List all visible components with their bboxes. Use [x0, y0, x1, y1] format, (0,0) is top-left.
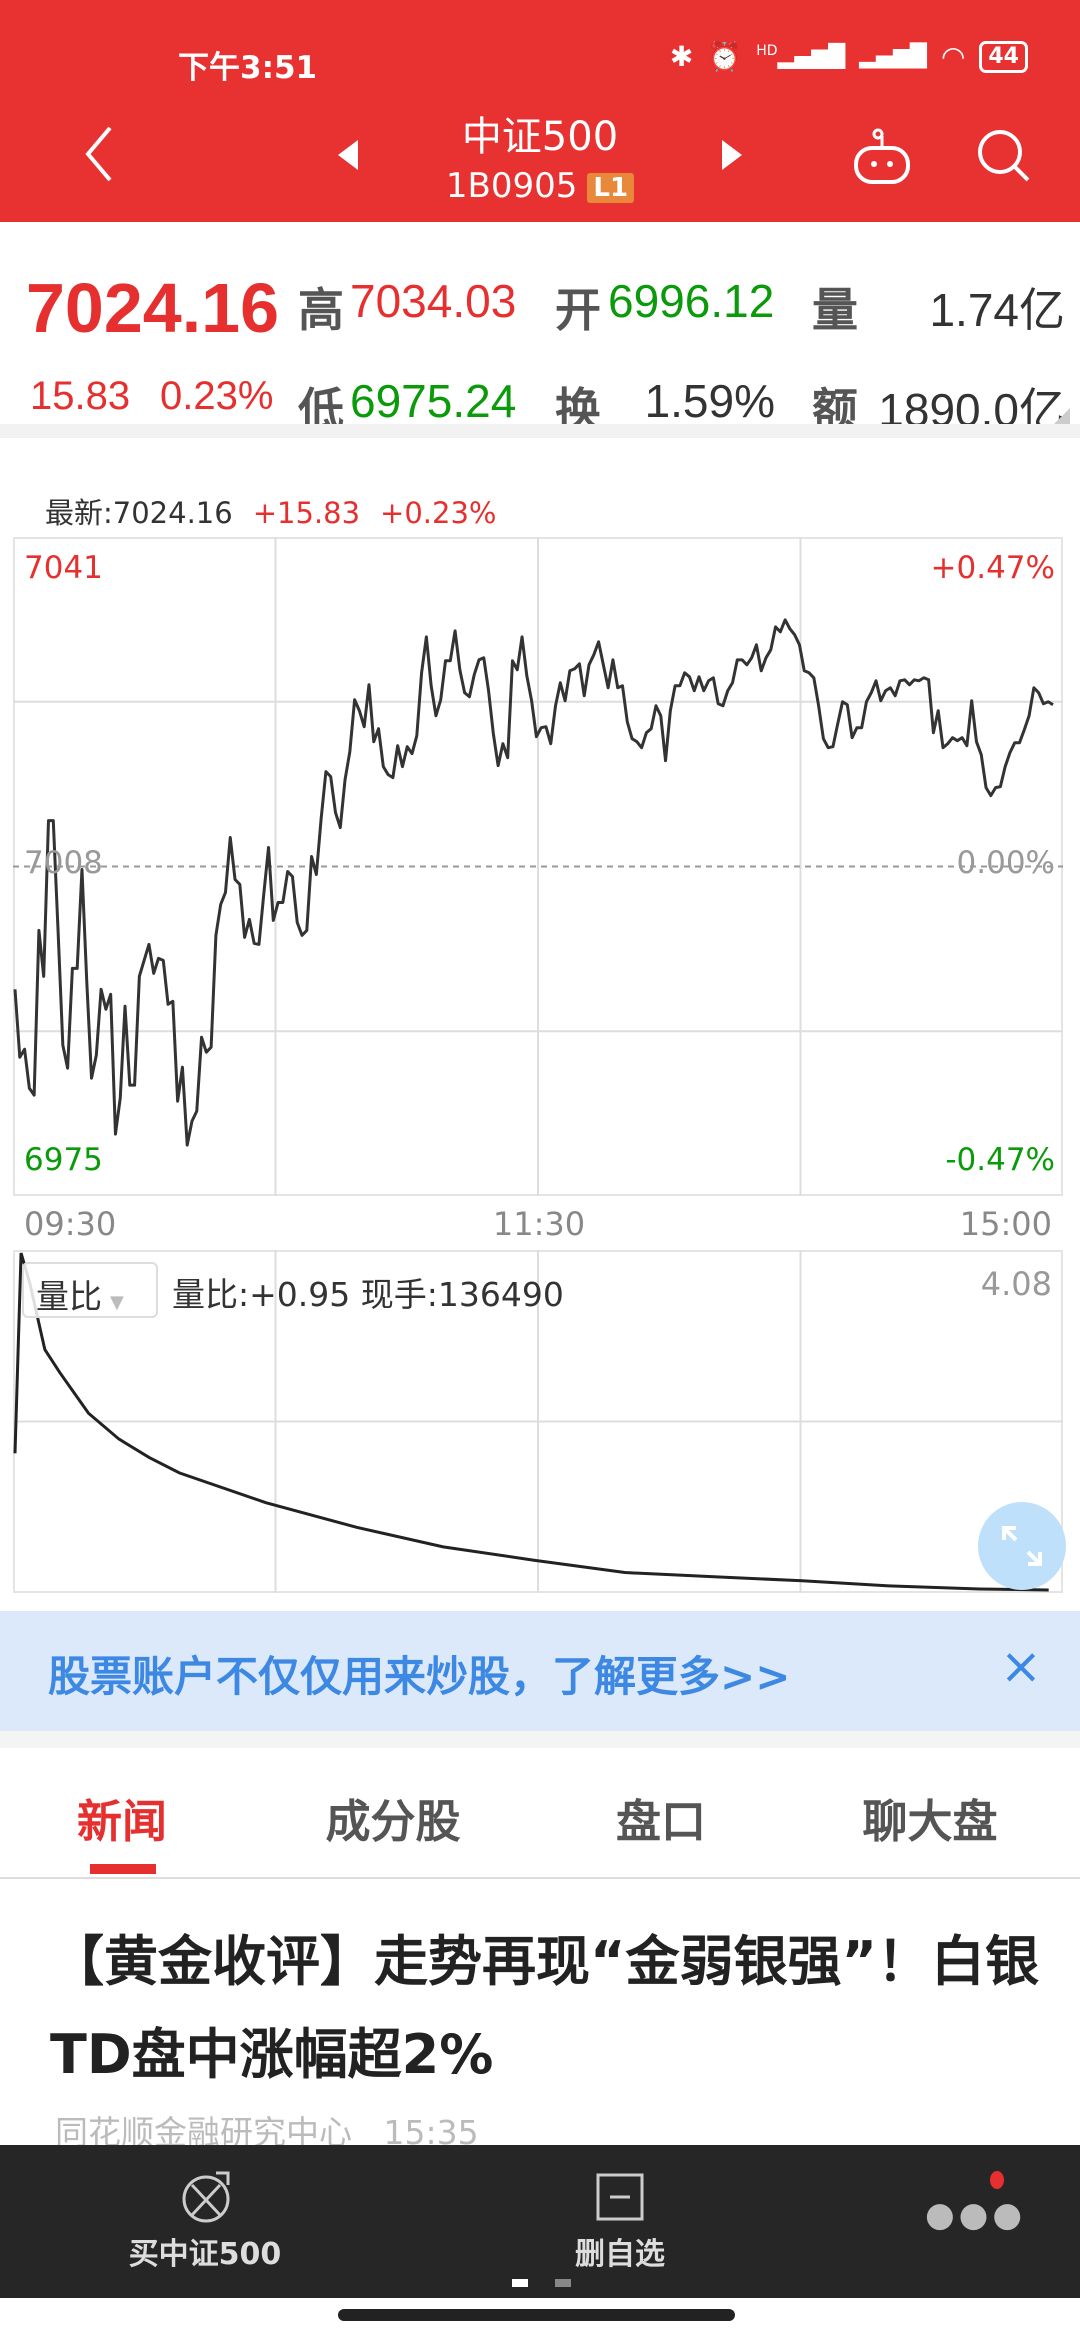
page-dot	[555, 2279, 571, 2287]
signal-icon: ▂▄▆█	[859, 44, 927, 69]
volume-ratio-line	[13, 1252, 1049, 1592]
current-hand: 现手:136490	[360, 1275, 564, 1314]
latest-change-pct: +0.23%	[380, 496, 497, 530]
prev-triangle-icon[interactable]	[336, 138, 360, 172]
stock-code: 1B0905 L1	[0, 166, 1080, 206]
high-label: 高	[298, 284, 344, 336]
status-icons: ✱ ⏰ HD▂▄▆█ ▂▄▆█ ◠ 44	[670, 40, 1028, 73]
tab-news[interactable]: 新闻	[76, 1795, 168, 1848]
level-badge: L1	[587, 172, 635, 203]
buy-icon[interactable]	[178, 2169, 234, 2225]
search-icon[interactable]	[974, 126, 1034, 186]
indicator-dropdown[interactable]: 量比 ▼	[22, 1262, 158, 1318]
notification-dot	[990, 2171, 1004, 2189]
indicator-label: 量比	[36, 1277, 102, 1316]
open-label: 开	[555, 284, 601, 336]
remove-watchlist-button[interactable]: 删自选	[575, 2237, 665, 2272]
y-tick-mid: 7008	[24, 845, 103, 881]
current-price: 7024.16	[26, 269, 280, 347]
low-value: 6975.24	[350, 375, 517, 427]
tab-order-book[interactable]: 盘口	[615, 1795, 707, 1848]
open-value: 6996.12	[608, 275, 775, 327]
back-icon[interactable]	[80, 124, 120, 184]
bluetooth-icon: ✱	[669, 40, 694, 73]
bottom-action-bar: 买中证500 删自选 ●●●	[0, 2145, 1080, 2298]
fullscreen-button[interactable]	[978, 1502, 1066, 1590]
page-title: 中证500	[461, 114, 619, 160]
app-header: 下午3:51 ✱ ⏰ HD▂▄▆█ ▂▄▆█ ◠ 44 中证500 1B0905…	[0, 0, 1080, 222]
tab-constituents[interactable]: 成分股	[325, 1795, 461, 1848]
battery-icon: 44	[979, 40, 1028, 73]
y-tick-bottom: 6975	[24, 1142, 103, 1178]
indicator-readout: 量比:+0.95 现手:136490	[172, 1268, 564, 1316]
ratio-value: 量比:+0.95	[172, 1275, 351, 1314]
price-line	[13, 618, 1054, 1147]
tabs-divider	[0, 1877, 1080, 1879]
turnover-value: 1.59%	[644, 375, 775, 427]
promo-text[interactable]: 股票账户不仅仅用来炒股，了解更多>>	[48, 1652, 791, 1701]
high-value: 7034.03	[350, 275, 517, 327]
alarm-icon: ⏰	[707, 40, 743, 73]
latest-price: 最新:7024.16	[45, 496, 233, 530]
expand-corner-icon[interactable]	[1054, 408, 1070, 424]
chart-latest-row: 最新:7024.16 +15.83 +0.23%	[45, 490, 516, 532]
pct-tick-bottom: -0.47%	[945, 1142, 1055, 1178]
remove-watchlist-icon[interactable]	[596, 2173, 644, 2221]
section-gap	[0, 1731, 1080, 1748]
volume-label: 量	[812, 284, 858, 336]
news-item-title[interactable]: 【黄金收评】走势再现“金弱银强”！白银TD盘中涨幅超2%	[50, 1930, 1039, 2086]
signal-icon: HD▂▄▆█	[756, 43, 846, 70]
promo-banner[interactable]: 股票账户不仅仅用来炒股，了解更多>> ×	[0, 1611, 1080, 1731]
active-tab-indicator	[90, 1864, 156, 1874]
pct-tick-mid: 0.00%	[956, 845, 1055, 881]
intraday-price-chart[interactable]	[13, 537, 1063, 1196]
wifi-icon: ◠	[940, 40, 966, 73]
more-icon[interactable]: ●●●	[925, 2195, 1027, 2235]
page-dot-active	[512, 2279, 528, 2287]
x-tick-1130: 11:30	[492, 1205, 586, 1243]
code-text: 1B0905	[445, 166, 578, 206]
volume-ratio-chart[interactable]	[13, 1250, 1063, 1593]
y-tick-top: 7041	[24, 550, 103, 586]
change-value: 15.83	[30, 374, 131, 418]
latest-change: +15.83	[252, 496, 361, 530]
buy-button[interactable]: 买中证500	[128, 2237, 282, 2272]
status-time: 下午3:51	[178, 50, 318, 86]
chevron-down-icon: ▼	[110, 1292, 124, 1313]
x-tick-0930: 09:30	[24, 1205, 117, 1243]
x-tick-1500: 15:00	[959, 1205, 1052, 1243]
home-indicator[interactable]	[338, 2309, 735, 2321]
tab-chat[interactable]: 聊大盘	[862, 1795, 998, 1848]
close-icon[interactable]: ×	[1000, 1637, 1042, 1695]
volume-max-label: 4.08	[980, 1265, 1052, 1303]
change-pct: 0.23%	[160, 374, 274, 418]
pct-tick-top: +0.47%	[930, 550, 1055, 586]
robot-icon[interactable]	[852, 126, 912, 186]
volume-value: 1.74亿	[929, 284, 1065, 336]
next-triangle-icon[interactable]	[720, 138, 744, 172]
section-divider	[0, 424, 1080, 438]
